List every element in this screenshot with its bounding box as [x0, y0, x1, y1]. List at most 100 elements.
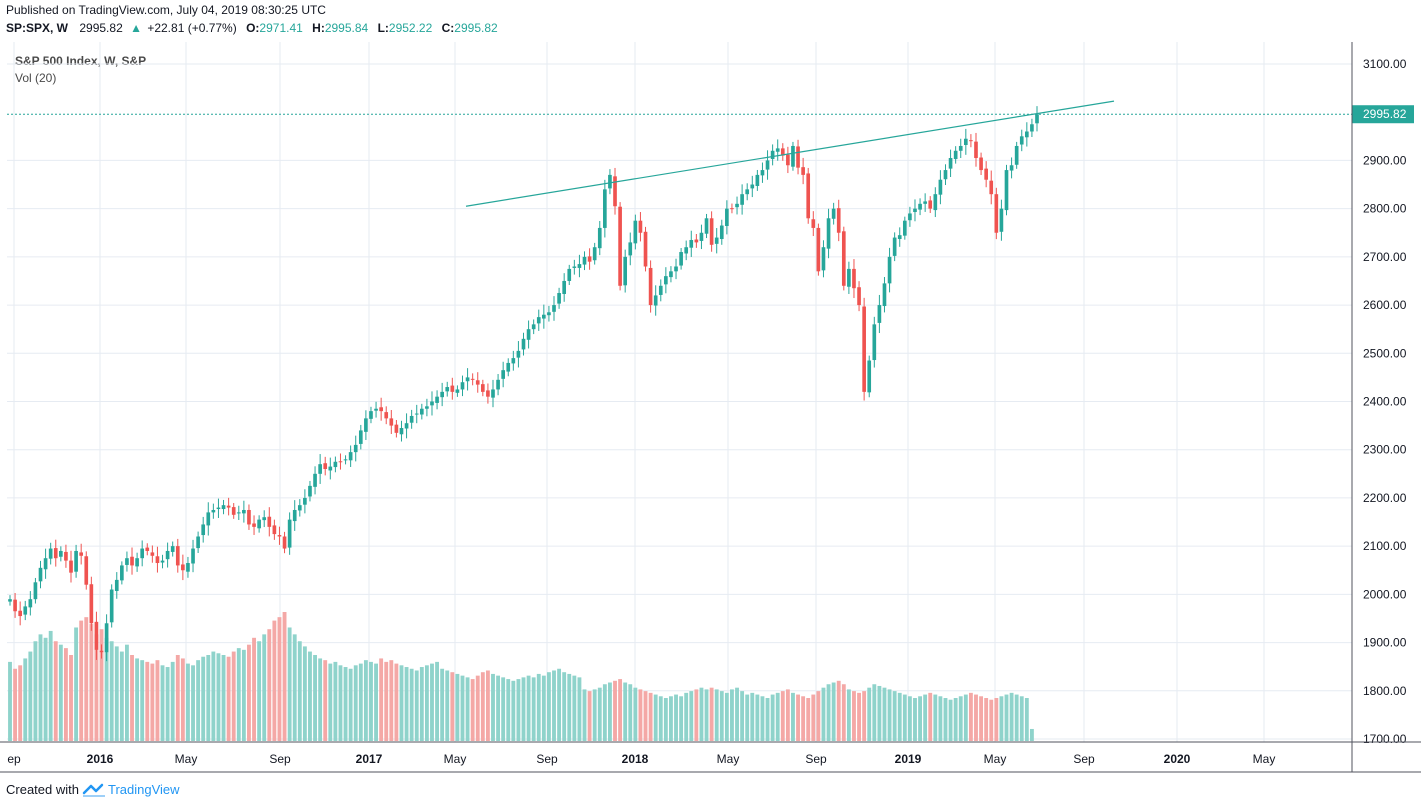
tradingview-logo[interactable]: TradingView — [82, 782, 180, 797]
candle-body — [974, 141, 978, 159]
volume-bar — [28, 651, 33, 741]
price-tick-label: 2600.00 — [1363, 298, 1407, 312]
candle-body — [1009, 165, 1014, 171]
candle-body — [963, 138, 968, 145]
change: +22.81 (+0.77%) — [147, 21, 237, 35]
candle-body — [236, 512, 241, 514]
candle-body — [608, 174, 612, 189]
candle-body — [770, 150, 775, 159]
high-label: H: — [312, 21, 325, 35]
candle-body — [760, 170, 765, 176]
price-tick-label: 2500.00 — [1363, 346, 1407, 360]
volume-bar — [414, 670, 419, 741]
candle-body — [501, 370, 505, 379]
volume-bar — [689, 691, 694, 741]
volume-bar — [465, 677, 470, 741]
candle-body — [969, 140, 973, 142]
candle-body — [211, 509, 216, 513]
volume-bar — [913, 698, 917, 741]
legend-volume: Vol (20) — [15, 71, 57, 85]
volume-bar — [669, 696, 673, 741]
candle-body — [99, 650, 104, 653]
volume-bar — [857, 692, 861, 741]
candle-body — [572, 266, 577, 268]
volume-bar — [170, 661, 175, 741]
volume-bar — [8, 661, 12, 741]
candle-body — [414, 413, 419, 415]
volume-bar — [460, 675, 465, 741]
volume-bar — [196, 660, 201, 741]
candle-body — [547, 312, 551, 316]
candle-body — [8, 599, 12, 602]
volume-bar — [363, 660, 368, 741]
volume-bar — [979, 696, 984, 741]
volume-bar — [714, 689, 719, 741]
candle-body — [135, 558, 139, 567]
candle-body — [216, 507, 221, 510]
candle-body — [908, 213, 912, 221]
volume-bar — [389, 660, 394, 741]
candle-body — [531, 324, 536, 330]
candle-body — [582, 256, 587, 265]
candle-body — [852, 268, 856, 289]
candle-body — [658, 285, 663, 295]
price-tick-label: 2100.00 — [1363, 539, 1407, 553]
trendline — [465, 100, 1115, 207]
volume-bar — [511, 680, 516, 741]
volume-bar — [806, 698, 811, 741]
candle-body — [765, 160, 770, 170]
volume-bar — [226, 656, 231, 741]
volume-bar — [1009, 692, 1014, 741]
candle-body — [445, 387, 450, 392]
volume-bar — [343, 667, 348, 741]
last-price-label-bg — [1352, 105, 1414, 124]
candle-body — [170, 546, 175, 552]
tradingview-icon — [82, 783, 105, 797]
volume-bar — [277, 617, 282, 741]
volume-bar — [780, 691, 785, 741]
volume-bar — [119, 651, 124, 741]
open-value: 2971.41 — [259, 21, 303, 35]
candle-body — [725, 208, 729, 226]
volume-bar — [704, 689, 709, 741]
price-tick-label: 2400.00 — [1363, 395, 1407, 409]
candle-body — [516, 350, 521, 358]
volume-bar — [282, 612, 287, 741]
volume-bar — [730, 689, 734, 741]
candle-body — [1030, 124, 1034, 132]
candle-body — [831, 208, 836, 219]
candle-body — [562, 280, 567, 294]
volume-bar — [241, 649, 246, 741]
volume-bar — [963, 694, 968, 741]
candle-body — [719, 225, 724, 240]
candle-body — [603, 189, 607, 228]
candle-body — [750, 184, 755, 189]
volume-bar — [989, 699, 994, 741]
candle-body — [755, 174, 760, 186]
volume-bar — [618, 679, 623, 741]
volume-bar — [252, 637, 256, 741]
candle-body — [292, 509, 297, 522]
volume-bar — [968, 692, 973, 741]
candle-body — [145, 547, 150, 551]
candle-body — [38, 567, 43, 582]
candlesticks — [8, 106, 1039, 662]
candle-body — [475, 380, 480, 385]
volume-bar — [928, 692, 933, 741]
candle-body — [938, 179, 943, 195]
low-value: 2952.22 — [388, 21, 433, 35]
volume-bar — [358, 663, 363, 741]
candle-body — [323, 463, 328, 469]
volume-bar — [109, 641, 114, 741]
candle-body — [994, 194, 999, 233]
volume-bar — [816, 691, 821, 741]
candle-body — [384, 412, 389, 419]
candle-body — [328, 466, 333, 471]
candle-body — [399, 428, 404, 435]
candle-body — [592, 247, 597, 261]
candle-body — [796, 146, 800, 168]
candle-body — [155, 556, 160, 564]
volume-bar — [679, 696, 684, 741]
volume-bar — [236, 648, 241, 741]
